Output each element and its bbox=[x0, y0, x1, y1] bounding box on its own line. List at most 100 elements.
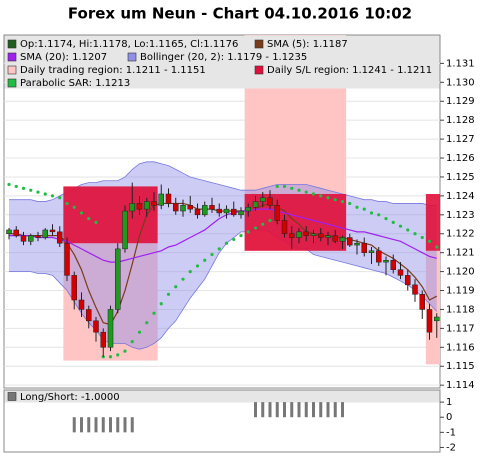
sar-dot bbox=[123, 349, 127, 353]
sub-legend-box bbox=[4, 390, 440, 403]
candle-body bbox=[136, 203, 143, 210]
bar bbox=[123, 417, 127, 433]
sar-dot bbox=[159, 302, 163, 306]
sar-dot bbox=[72, 205, 76, 209]
candle-body bbox=[20, 235, 27, 242]
legend-label: Daily S/L region: 1.1241 - 1.1211 bbox=[267, 65, 432, 76]
candle-body bbox=[57, 231, 63, 244]
bar bbox=[109, 417, 112, 433]
candle-body bbox=[368, 250, 375, 253]
candle-body bbox=[281, 220, 288, 234]
sar-dot bbox=[195, 264, 200, 268]
legend-label: Daily trading region: 1.1211 - 1.1151 bbox=[20, 65, 206, 76]
bar bbox=[319, 402, 323, 418]
sar-dot bbox=[348, 201, 352, 206]
candle-body bbox=[49, 229, 56, 233]
plot-layer bbox=[4, 35, 440, 386]
candle-body bbox=[93, 320, 99, 333]
legend-label: Op:1.1174, Hi:1.1178, Lo:1.1165, Cl:1.11… bbox=[20, 39, 238, 50]
candle-body bbox=[13, 229, 19, 236]
candle-body bbox=[78, 299, 85, 310]
bar bbox=[80, 417, 83, 433]
sar-dot bbox=[268, 218, 272, 223]
y-tick-label: 1.127 bbox=[446, 134, 475, 145]
region bbox=[425, 193, 440, 251]
sar-dot bbox=[29, 188, 33, 192]
sar-dot bbox=[210, 252, 214, 257]
legend-swatch bbox=[7, 52, 17, 62]
y-tick-label: 1.131 bbox=[446, 58, 475, 69]
candle-body bbox=[6, 229, 12, 234]
sar-dot bbox=[43, 192, 47, 196]
chart-title: Forex um Neun - Chart 04.10.2016 10:02 bbox=[68, 5, 412, 23]
candle-body bbox=[165, 193, 172, 204]
sar-dot bbox=[14, 184, 18, 189]
sar-dot bbox=[145, 321, 149, 325]
y-tick-label: 1.128 bbox=[446, 115, 475, 126]
legend-swatch bbox=[7, 78, 17, 88]
sar-dot bbox=[369, 211, 374, 215]
sar-dot bbox=[232, 237, 236, 242]
bar bbox=[326, 402, 330, 418]
sar-dot bbox=[290, 186, 294, 190]
sar-dot bbox=[7, 182, 11, 187]
candle-body bbox=[42, 229, 48, 238]
candle-body bbox=[434, 316, 440, 322]
sar-dot bbox=[340, 199, 345, 204]
bar bbox=[333, 402, 337, 418]
bar bbox=[261, 402, 265, 418]
sar-dot bbox=[311, 192, 316, 196]
sar-dot bbox=[384, 216, 388, 221]
candle-body bbox=[180, 205, 186, 212]
sar-dot bbox=[36, 190, 40, 194]
sar-dot bbox=[297, 188, 301, 192]
y-tick-label: 1.126 bbox=[446, 153, 475, 164]
sar-dot bbox=[188, 269, 192, 274]
legend-label: Bollinger (20, 2): 1.1179 - 1.1235 bbox=[140, 52, 307, 63]
y-tick-label: 1.119 bbox=[446, 286, 475, 297]
legend-swatch bbox=[7, 392, 17, 401]
bar bbox=[283, 402, 286, 418]
candle-body bbox=[325, 235, 331, 238]
bollinger-line bbox=[9, 161, 437, 206]
sar-dot bbox=[413, 232, 417, 236]
sar-dot bbox=[152, 311, 156, 315]
legend-label: Parabolic SAR: 1.1213 bbox=[20, 78, 130, 89]
sar-dot bbox=[203, 258, 207, 262]
candle-body bbox=[390, 259, 396, 270]
y-tick-label: 1.121 bbox=[446, 248, 475, 259]
region bbox=[244, 193, 347, 251]
legend-swatch bbox=[127, 52, 137, 62]
y-tick-label: 1.122 bbox=[446, 229, 475, 240]
candle-body bbox=[144, 201, 150, 210]
candle-body bbox=[419, 294, 425, 310]
indicator-line bbox=[9, 208, 437, 263]
sar-dot bbox=[137, 330, 142, 334]
region bbox=[63, 186, 158, 244]
sar-dot bbox=[377, 213, 381, 217]
y-tick-label: 1.124 bbox=[446, 191, 475, 202]
bar bbox=[275, 402, 279, 418]
legend-swatch bbox=[7, 39, 17, 49]
sar-dot bbox=[362, 207, 366, 211]
sar-dot bbox=[239, 234, 243, 238]
sar-dot bbox=[217, 247, 221, 251]
sar-dot bbox=[94, 220, 98, 224]
sar-dot bbox=[58, 196, 62, 200]
sar-dot bbox=[50, 194, 55, 198]
sar-dot bbox=[398, 224, 403, 228]
candle-body bbox=[122, 210, 128, 250]
bar bbox=[72, 417, 76, 433]
sar-dot bbox=[275, 184, 279, 189]
candle-body bbox=[412, 284, 418, 295]
candle-body bbox=[71, 275, 77, 301]
candle-body bbox=[274, 205, 280, 221]
candle-body bbox=[86, 309, 92, 322]
bar bbox=[341, 402, 344, 418]
candle-body bbox=[339, 237, 346, 242]
y-tick-label: 1.118 bbox=[446, 304, 475, 315]
y-tick-label: 1.130 bbox=[446, 77, 475, 88]
candle-body bbox=[252, 201, 259, 208]
sar-dot bbox=[261, 222, 265, 226]
candle-body bbox=[289, 233, 295, 238]
